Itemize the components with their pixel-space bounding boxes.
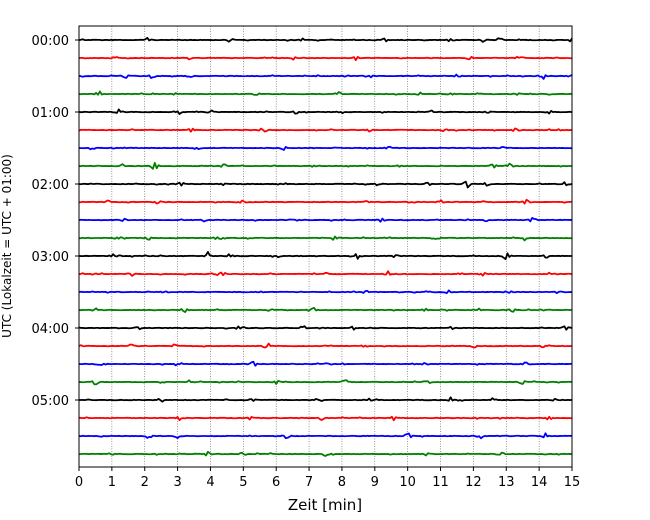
x-tick-label: 3 (173, 475, 181, 490)
x-tick-label: 12 (465, 475, 482, 490)
seismogram-trace (78, 36, 573, 43)
seismogram-trace (78, 90, 573, 96)
seismogram-trace (78, 342, 573, 349)
x-tick-label: 7 (305, 475, 313, 490)
y-tick-label: 05:00 (32, 394, 69, 409)
seismogram-trace (78, 415, 573, 422)
seismogram-trace (78, 396, 573, 403)
seismogram-trace (78, 325, 573, 331)
seismogram-trace (78, 73, 573, 80)
x-tick-label: 15 (564, 475, 581, 490)
seismogram-trace (78, 251, 573, 261)
y-axis-title: UTC (Lokalzeit = UTC + 01:00) (0, 154, 14, 338)
seismogram-trace (78, 306, 573, 313)
x-axis: 0 1 2 3 4 5 6 7 8 9 10 11 12 13 14 15 (75, 467, 580, 490)
seismogram-trace (78, 432, 573, 440)
seismogram-trace (78, 450, 573, 457)
plot-frame (78, 25, 573, 468)
x-tick-label: 1 (108, 475, 116, 490)
seismogram-trace (78, 145, 573, 151)
seismogram-trace (78, 127, 573, 133)
y-tick-label: 00:00 (32, 34, 69, 49)
seismogram-trace (78, 235, 573, 242)
y-tick-label: 03:00 (32, 250, 69, 265)
seismogram-trace (78, 289, 573, 295)
x-tick-label: 2 (141, 475, 149, 490)
x-tick-label: 10 (399, 475, 416, 490)
seismogram-trace (78, 161, 573, 170)
x-tick-label: 13 (498, 475, 515, 490)
seismogram-trace (78, 198, 573, 205)
x-tick-label: 14 (531, 475, 548, 490)
seismogram-trace (78, 379, 573, 386)
seismogram-trace (78, 360, 573, 367)
x-tick-label: 4 (206, 475, 214, 490)
x-tick-label: 5 (239, 475, 247, 490)
x-gridlines (111, 26, 540, 467)
x-tick-label: 6 (272, 475, 280, 490)
y-tick-label: 01:00 (32, 106, 69, 121)
seismogram-trace (78, 55, 573, 62)
y-tick-label: 02:00 (32, 178, 69, 193)
y-tick-label: 04:00 (32, 322, 69, 337)
x-tick-label: 0 (75, 475, 83, 490)
seismogram-trace (78, 180, 573, 189)
plot-background (79, 26, 572, 467)
x-tick-label: 9 (371, 475, 379, 490)
x-axis-title: Zeit [min] (288, 496, 362, 514)
seismogram-traces (78, 36, 573, 457)
seismogram-trace (78, 270, 573, 277)
seismogram-trace (78, 108, 573, 115)
seismogram-trace (78, 217, 573, 223)
x-tick-label: 11 (432, 475, 449, 490)
y-axis: 00:00 01:00 02:00 03:00 04:00 05:00 (32, 34, 79, 409)
x-tick-label: 8 (338, 475, 346, 490)
